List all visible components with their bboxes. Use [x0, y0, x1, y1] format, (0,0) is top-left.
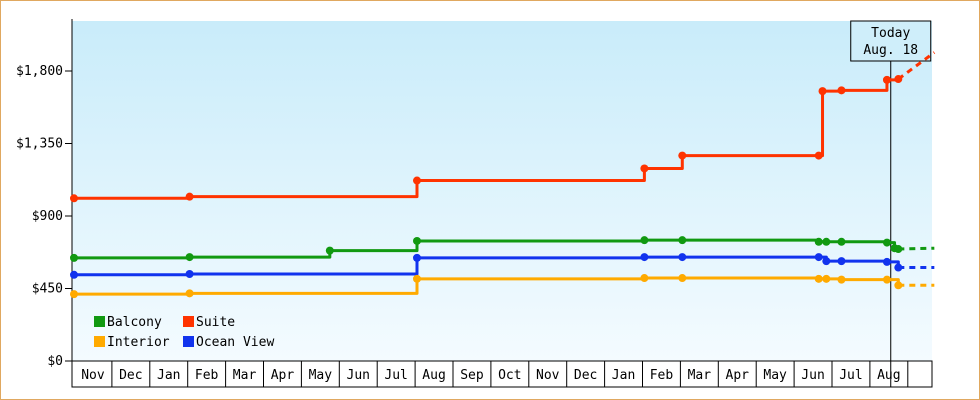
x-tick-label: Aug [877, 368, 900, 383]
balcony-data-point [412, 236, 421, 245]
suite-data-point [818, 87, 827, 96]
interior-data-point [822, 274, 831, 283]
legend-label-suite: Suite [196, 315, 235, 330]
balcony-data-point [185, 253, 194, 262]
x-tick-label: May [763, 368, 787, 383]
y-tick-label: $450 [32, 282, 63, 297]
suite-data-point [678, 151, 687, 160]
ocean-view-data-point [678, 253, 687, 262]
x-tick-label: Jan [612, 368, 635, 383]
suite-data-point [894, 75, 903, 84]
interior-series-line [74, 276, 900, 296]
ocean-view-data-point [822, 257, 831, 266]
x-tick-label: Jun [801, 368, 824, 383]
interior-data-point [894, 281, 903, 290]
balcony-data-point [325, 246, 334, 255]
ocean-view-data-point [640, 253, 649, 262]
suite-data-point [882, 75, 891, 84]
interior-data-point [882, 275, 891, 284]
x-tick-label: Dec [574, 368, 597, 383]
x-tick-label: Nov [536, 368, 560, 383]
balcony-data-point [822, 237, 831, 246]
interior-data-point [678, 274, 687, 283]
balcony-series-line [74, 238, 900, 260]
x-tick-label: Feb [650, 368, 674, 383]
balcony-data-point [837, 237, 846, 246]
x-tick-label: Nov [81, 368, 105, 383]
y-tick-label: $900 [32, 209, 63, 224]
x-tick-label: Jan [157, 368, 180, 383]
suite-data-point [640, 164, 649, 173]
today-box [850, 20, 932, 62]
ocean-view-data-point [70, 270, 78, 279]
legend-swatch-interior [94, 336, 105, 347]
legend-swatch-balcony [94, 316, 105, 327]
month-band [71, 360, 933, 388]
suite-data-point [814, 151, 823, 160]
ocean-view-data-point [412, 253, 421, 262]
x-tick-label: Jul [384, 368, 407, 383]
x-tick-label: Jul [839, 368, 862, 383]
suite-forecast-line [897, 51, 936, 81]
x-tick-label: Jun [347, 368, 370, 383]
legend-swatch-suite [183, 316, 194, 327]
suite-data-point [185, 192, 194, 201]
x-tick-label: Aug [422, 368, 445, 383]
y-tick-label: $0 [47, 354, 63, 369]
x-tick-label: Mar [233, 368, 257, 383]
suite-series-line [74, 78, 900, 200]
x-tick-label: Apr [726, 368, 750, 383]
x-tick-label: Mar [688, 368, 712, 383]
interior-data-point [412, 274, 421, 283]
balcony-data-point [640, 236, 649, 245]
ocean-view-data-point [837, 257, 846, 266]
balcony-data-point [814, 237, 823, 246]
x-tick-label: Apr [271, 368, 295, 383]
suite-data-point [70, 194, 78, 203]
legend-label-interior: Interior [107, 335, 170, 350]
y-tick-label: $1,350 [16, 137, 63, 152]
suite-data-point [837, 86, 846, 95]
ocean-view-data-point [185, 270, 194, 278]
y-tick-label: $1,800 [16, 64, 63, 79]
today-date: Aug. 18 [863, 43, 918, 58]
balcony-data-point [70, 253, 78, 262]
legend-label-ocean-view: Ocean View [196, 335, 274, 350]
ocean-view-data-point [882, 257, 891, 266]
legend-label-balcony: Balcony [107, 315, 162, 330]
ocean-view-data-point [894, 263, 903, 272]
interior-data-point [814, 274, 823, 283]
balcony-data-point [894, 245, 903, 254]
x-tick-label: Oct [498, 368, 521, 383]
x-tick-label: Sep [460, 368, 484, 383]
suite-data-point [412, 176, 421, 185]
x-tick-label: Dec [119, 368, 142, 383]
interior-data-point [70, 290, 78, 299]
x-tick-label: Feb [195, 368, 219, 383]
balcony-data-point [882, 238, 891, 247]
today-label: Today [871, 26, 910, 41]
x-tick-label: May [309, 368, 333, 383]
balcony-data-point [678, 236, 687, 245]
interior-data-point [185, 289, 194, 298]
legend-swatch-ocean-view [183, 336, 194, 347]
interior-data-point [837, 275, 846, 284]
plot-background [72, 21, 932, 361]
interior-data-point [640, 274, 649, 283]
ocean-view-data-point [814, 253, 823, 262]
